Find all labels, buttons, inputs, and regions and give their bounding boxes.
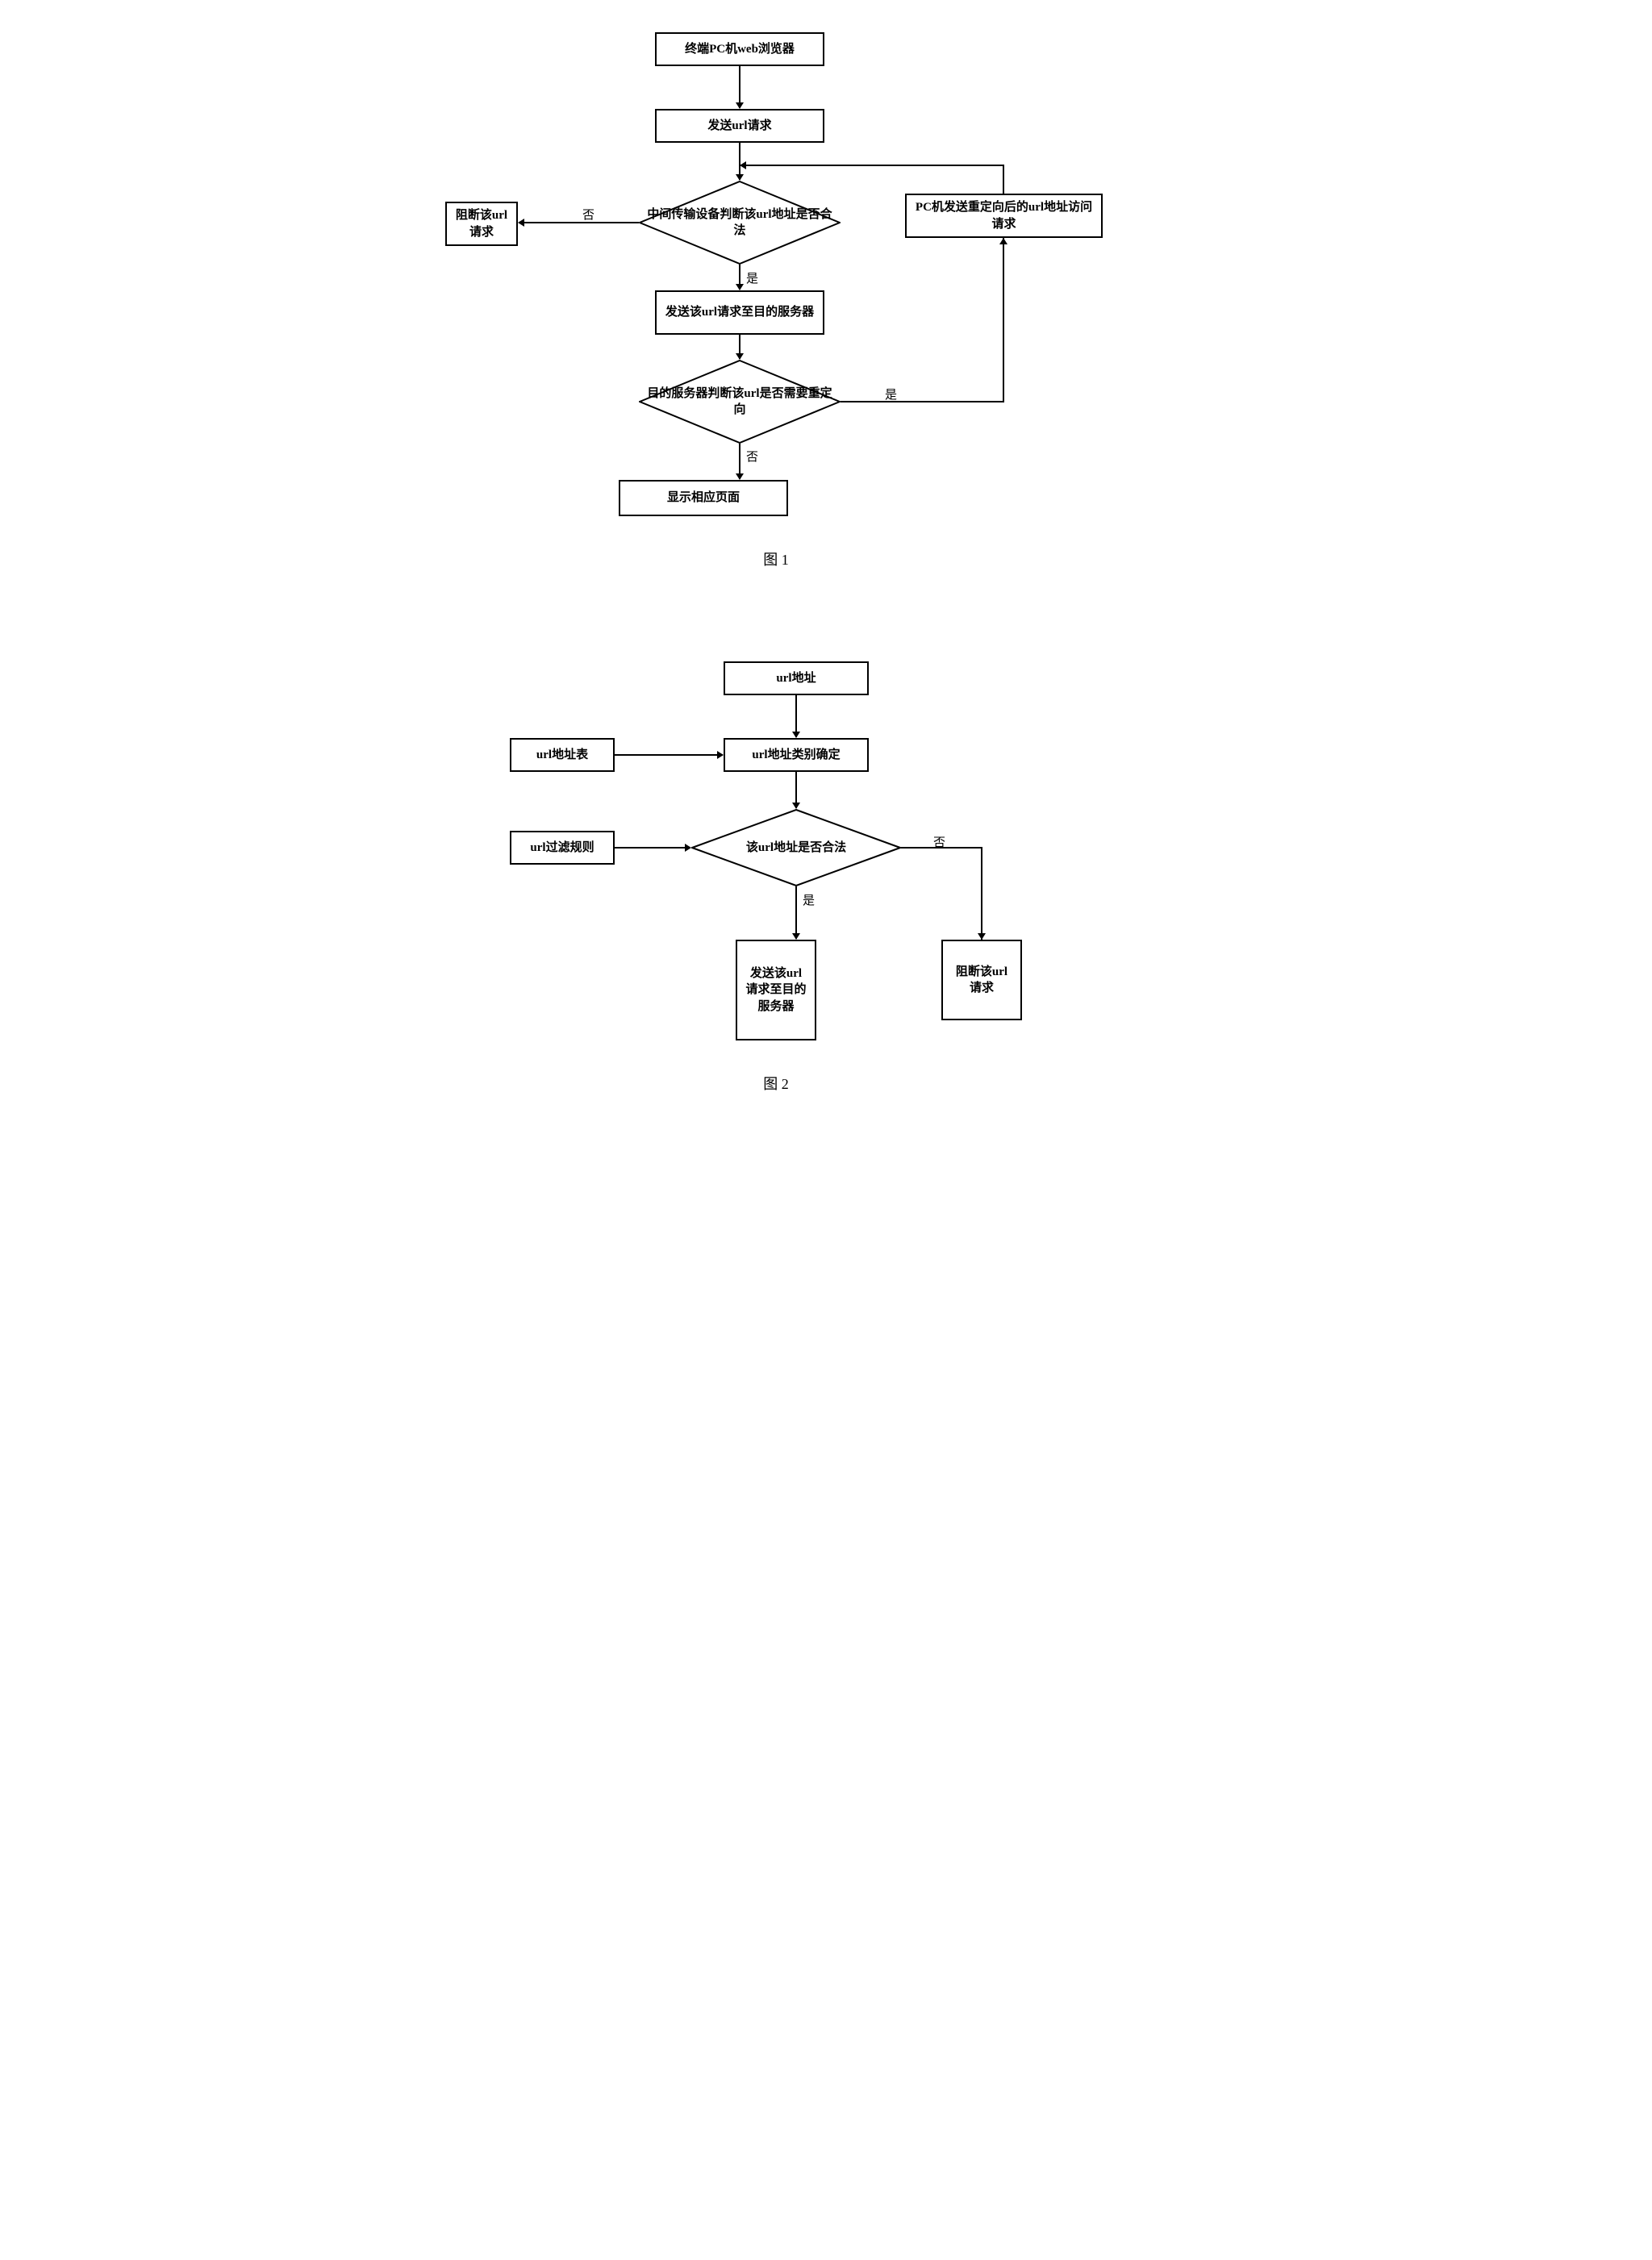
flow-decision-d6: 目的服务器判断该url是否需要重定向 <box>639 360 841 444</box>
flow-box-n7: 显示相应页面 <box>619 480 788 516</box>
flow-decision-label: 中间传输设备判断该url地址是否合法 <box>639 206 841 240</box>
flow-box-n8: PC机发送重定向后的url地址访问请求 <box>905 194 1103 238</box>
edge-label: 否 <box>582 206 594 223</box>
figure-caption: 图 2 <box>413 1073 1139 1094</box>
flow-box-m1: url地址 <box>724 661 869 695</box>
flow-box-m6: 阻断该url请求 <box>941 940 1022 1020</box>
flow-decision-d3: 中间传输设备判断该url地址是否合法 <box>639 181 841 265</box>
flow-decision-label: 该url地址是否合法 <box>738 840 854 856</box>
flow-box-n2: 发送url请求 <box>655 109 824 143</box>
figure-caption: 图 1 <box>413 548 1139 569</box>
edge-label: 是 <box>885 386 897 402</box>
flow-box-n4: 阻断该url请求 <box>445 202 518 246</box>
flow-box-m3: url地址表 <box>510 738 615 772</box>
edge-label: 否 <box>746 448 758 465</box>
flow-box-m4: url过滤规则 <box>510 831 615 865</box>
flow-decision-e3: 该url地址是否合法 <box>691 809 901 886</box>
flow-decision-label: 目的服务器判断该url是否需要重定向 <box>639 386 841 419</box>
flowchart-fig2: url地址 url地址类别确定 url地址表 url过滤规则发送该url请求至目的服务… <box>413 661 1139 1137</box>
flow-box-m5: 发送该url请求至目的服务器 <box>736 940 816 1040</box>
flow-box-n5: 发送该url请求至目的服务器 <box>655 290 824 335</box>
edge-label: 是 <box>803 891 815 908</box>
edge-label: 是 <box>746 269 758 286</box>
edge-label: 否 <box>933 833 945 850</box>
flowchart-fig1: 终端PC机web浏览器发送url请求阻断该url请求发送该url请求至目的服务器… <box>413 32 1139 613</box>
flow-box-n1: 终端PC机web浏览器 <box>655 32 824 66</box>
flow-box-m2: url地址类别确定 <box>724 738 869 772</box>
